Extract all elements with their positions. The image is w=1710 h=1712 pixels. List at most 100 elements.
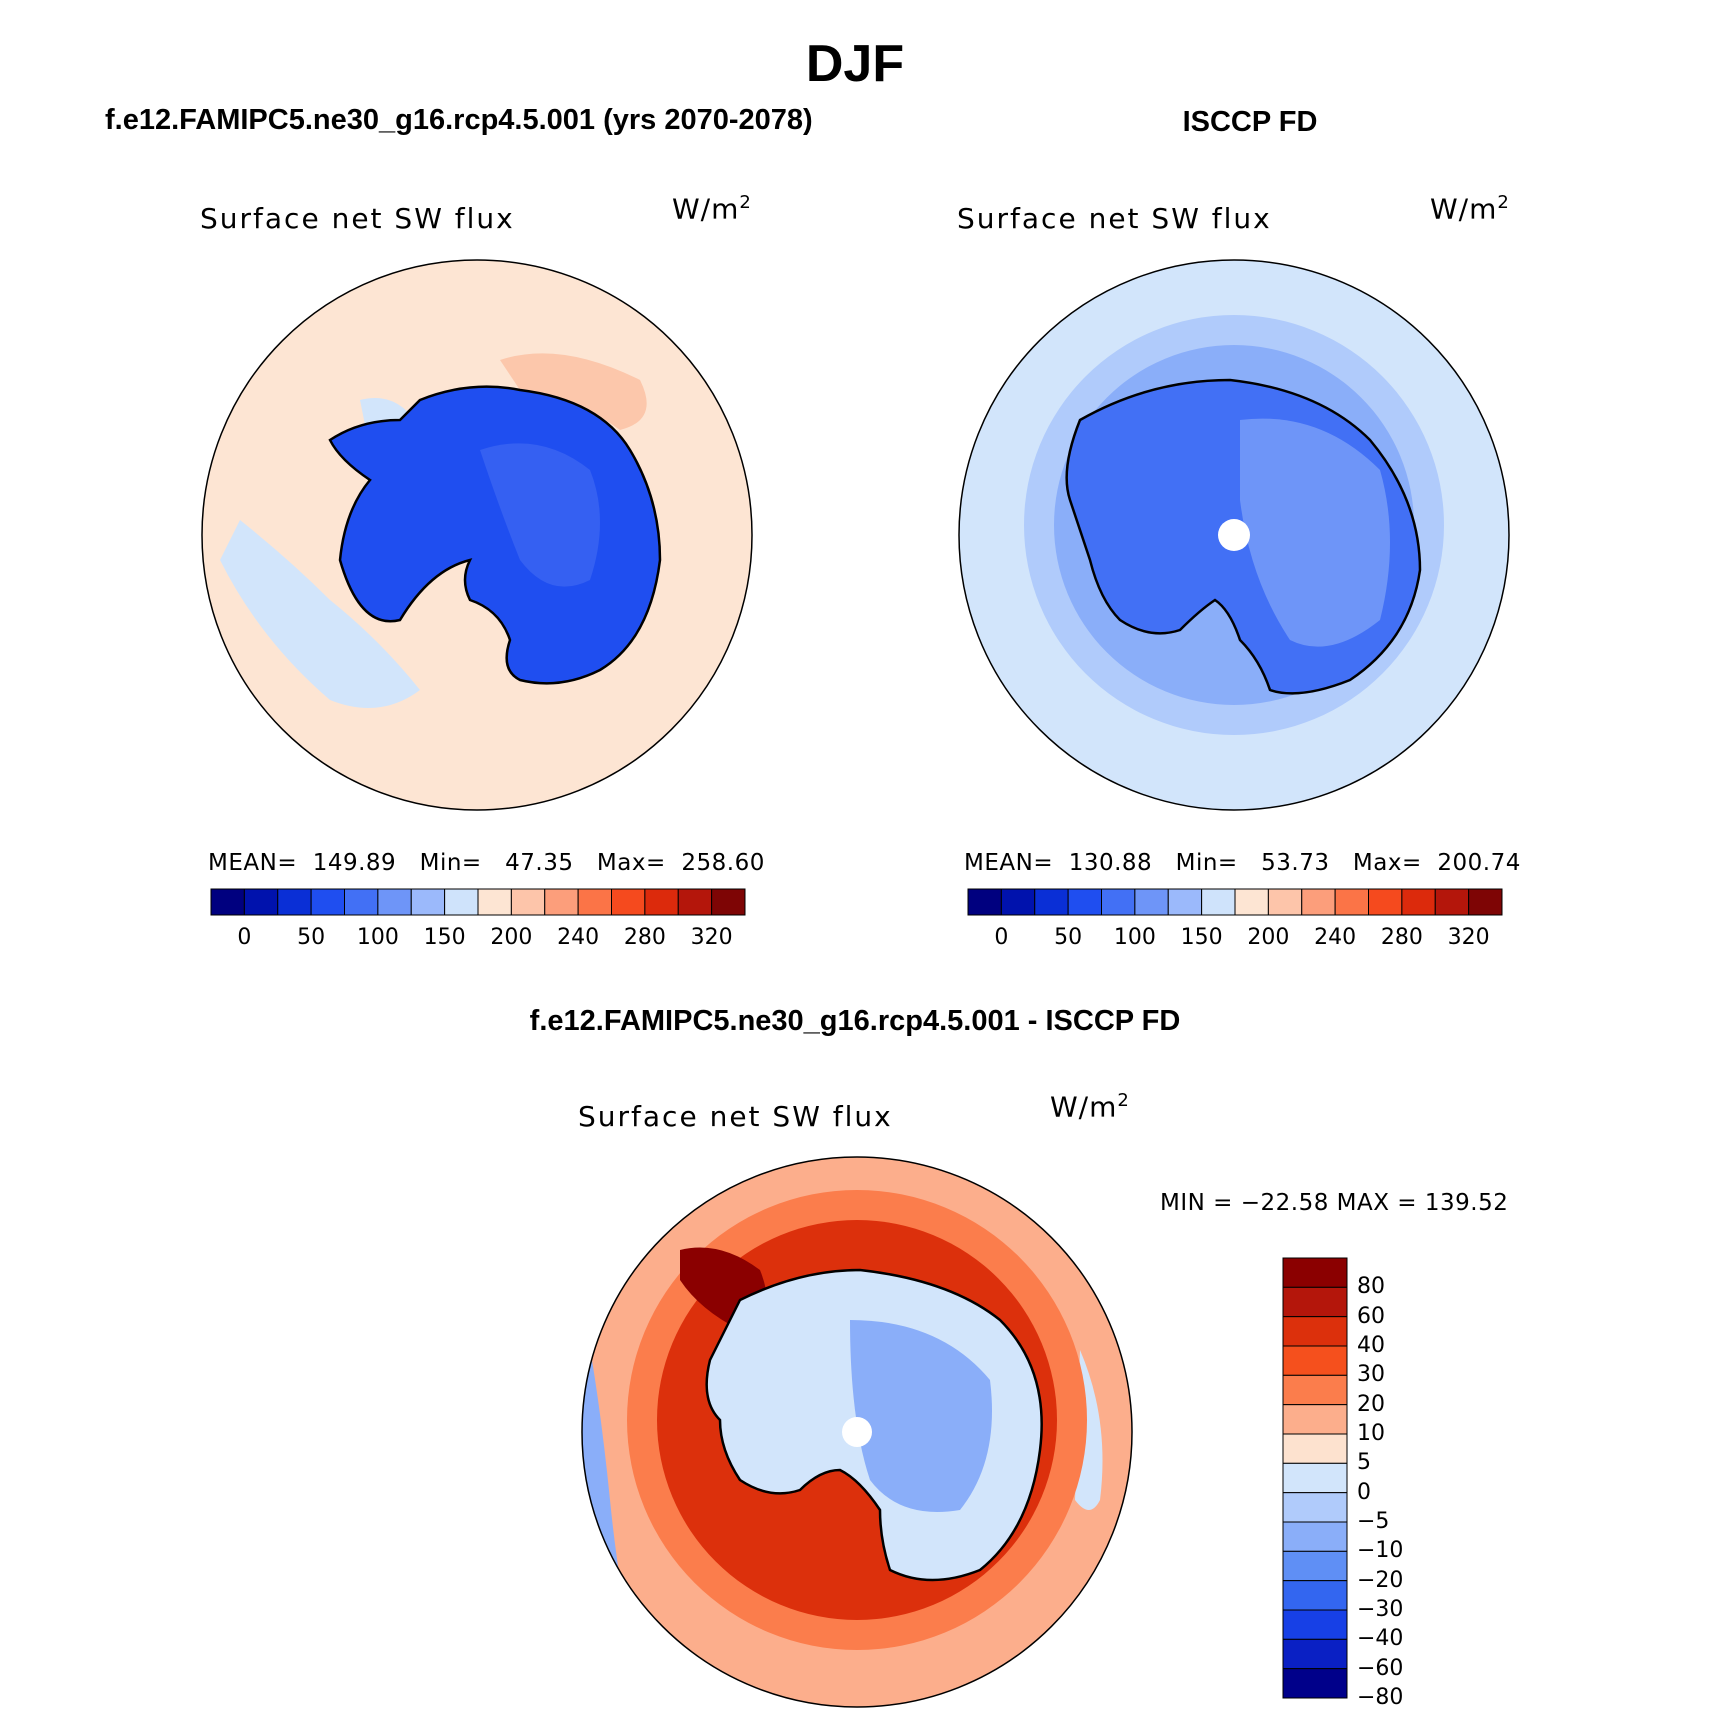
diff-colorbar-tick-label: −60 bbox=[1357, 1655, 1404, 1681]
diff-colorbar-tick-label: −10 bbox=[1357, 1538, 1404, 1564]
diff-colorbar-tick-label: 60 bbox=[1357, 1303, 1385, 1329]
diff-colorbar bbox=[1282, 1257, 1348, 1699]
diff-colorbar-swatch bbox=[1282, 1404, 1348, 1435]
obs-colorbar-tick-label: 0 bbox=[994, 925, 1009, 950]
model-colorbar-swatch bbox=[677, 888, 713, 916]
obs-colorbar-tick-label: 200 bbox=[1247, 925, 1290, 950]
model-colorbar-swatch bbox=[577, 888, 612, 916]
diff-colorbar-tick-label: 40 bbox=[1357, 1333, 1385, 1358]
diff-colorbar-swatch bbox=[1282, 1668, 1348, 1699]
model-map bbox=[202, 260, 752, 810]
diff-colorbar-tick-label: 20 bbox=[1357, 1391, 1385, 1417]
model-colorbar-swatch bbox=[510, 888, 546, 916]
diff-panel-title: f.e12.FAMIPC5.ne30_g16.rcp4.5.001 - ISCC… bbox=[529, 1005, 1181, 1037]
obs-variable-label: Surface net SW flux bbox=[957, 202, 1272, 235]
model-colorbar-swatch bbox=[243, 888, 279, 916]
diff-colorbar-swatch bbox=[1282, 1257, 1348, 1288]
diff-center-low bbox=[850, 1320, 992, 1512]
model-colorbar-swatch bbox=[344, 888, 379, 916]
model-colorbar bbox=[210, 888, 746, 916]
main-title: DJF bbox=[805, 35, 905, 93]
model-colorbar-swatch bbox=[277, 888, 312, 916]
obs-colorbar-swatch bbox=[967, 888, 1002, 916]
diff-colorbar-swatch bbox=[1282, 1286, 1348, 1318]
model-warm-patch bbox=[500, 353, 647, 430]
diff-colorbar-swatch bbox=[1282, 1462, 1348, 1494]
model-colorbar-tick-label: 240 bbox=[557, 925, 600, 950]
diff-colorbar-tick-label: 0 bbox=[1357, 1479, 1371, 1505]
obs-colorbar-swatch bbox=[1167, 888, 1203, 916]
diff-colorbar-tick-label: −30 bbox=[1357, 1597, 1404, 1622]
diff-colorbar-tick-label: −20 bbox=[1357, 1567, 1404, 1593]
diff-colorbar-tick-label: −5 bbox=[1357, 1509, 1390, 1534]
obs-colorbar-tick-label: 320 bbox=[1447, 925, 1490, 950]
obs-colorbar-swatch bbox=[1201, 888, 1236, 916]
obs-pole-mask bbox=[1218, 519, 1250, 551]
obs-colorbar-tick-label: 240 bbox=[1314, 925, 1357, 950]
obs-unit-label: W/m2 bbox=[1430, 192, 1510, 226]
model-colorbar-swatch bbox=[210, 888, 245, 916]
diff-colorbar-tick-label: −80 bbox=[1357, 1685, 1404, 1710]
model-colorbar-swatch bbox=[644, 888, 679, 916]
model-panel-title: f.e12.FAMIPC5.ne30_g16.rcp4.5.001 (yrs 2… bbox=[105, 104, 813, 136]
model-colorbar-swatch bbox=[377, 888, 412, 916]
model-map-border bbox=[201, 259, 753, 811]
model-ice-inner bbox=[480, 443, 600, 587]
obs-colorbar-tick-label: 150 bbox=[1180, 925, 1223, 950]
model-colorbar-tick-label: 280 bbox=[623, 925, 666, 950]
model-variable-label: Surface net SW flux bbox=[200, 202, 515, 235]
obs-map-border bbox=[958, 259, 1510, 811]
diff-pole-mask bbox=[842, 1417, 872, 1447]
model-colorbar-swatch bbox=[310, 888, 345, 916]
diff-colorbar-swatch bbox=[1282, 1550, 1348, 1582]
obs-colorbar-swatch bbox=[1000, 888, 1036, 916]
diff-colorbar-swatch bbox=[1282, 1638, 1348, 1670]
obs-colorbar-swatch bbox=[1334, 888, 1369, 916]
model-low-region bbox=[220, 520, 420, 708]
model-colorbar-tick-label: 50 bbox=[297, 925, 326, 950]
model-colorbar-swatch bbox=[410, 888, 446, 916]
diff-unit-label: W/m2 bbox=[1050, 1090, 1130, 1124]
obs-colorbar-swatch bbox=[1101, 888, 1136, 916]
diff-colorbar-swatch bbox=[1282, 1345, 1348, 1376]
diff-map-border bbox=[581, 1156, 1133, 1708]
obs-colorbar bbox=[967, 888, 1503, 916]
model-colorbar-swatch bbox=[544, 888, 579, 916]
obs-panel-title: ISCCP FD bbox=[1182, 106, 1318, 138]
model-colorbar-swatch bbox=[711, 888, 746, 916]
model-colorbar-tick-label: 200 bbox=[490, 925, 533, 950]
diff-colorbar-swatch bbox=[1282, 1492, 1348, 1523]
obs-stats: MEAN= 130.88 Min= 53.73 Max= 200.74 bbox=[964, 850, 1521, 876]
model-colorbar-tick-label: 100 bbox=[356, 925, 399, 950]
model-colorbar-tick-label: 0 bbox=[237, 925, 252, 950]
obs-map bbox=[959, 260, 1509, 810]
model-colorbar-swatch bbox=[444, 888, 479, 916]
diff-colorbar-tick-label: 5 bbox=[1357, 1450, 1371, 1476]
obs-colorbar-tick-label: 50 bbox=[1054, 925, 1083, 950]
diff-map bbox=[582, 1157, 1132, 1707]
obs-ice-inner bbox=[1240, 418, 1390, 647]
obs-colorbar-swatch bbox=[1468, 888, 1503, 916]
diff-colorbar-swatch bbox=[1282, 1580, 1348, 1611]
diff-colorbar-tick-label: 10 bbox=[1357, 1421, 1385, 1446]
model-colorbar-swatch bbox=[477, 888, 512, 916]
model-stats: MEAN= 149.89 Min= 47.35 Max= 258.60 bbox=[208, 850, 765, 876]
model-colorbar-tick-label: 320 bbox=[690, 925, 733, 950]
diff-colorbar-swatch bbox=[1282, 1609, 1348, 1640]
diff-variable-label: Surface net SW flux bbox=[578, 1100, 893, 1133]
diff-colorbar-swatch bbox=[1282, 1433, 1348, 1464]
diff-stats: MIN = −22.58 MAX = 139.52 bbox=[1160, 1190, 1509, 1216]
obs-colorbar-swatch bbox=[1434, 888, 1470, 916]
diff-colorbar-swatch bbox=[1282, 1316, 1348, 1347]
obs-colorbar-swatch bbox=[1234, 888, 1269, 916]
model-antarctica-field bbox=[328, 385, 662, 685]
obs-colorbar-swatch bbox=[1401, 888, 1436, 916]
obs-colorbar-tick-label: 280 bbox=[1380, 925, 1423, 950]
diff-colorbar-swatch bbox=[1282, 1374, 1348, 1406]
diff-colorbar-tick-label: 30 bbox=[1357, 1362, 1385, 1388]
obs-warm-region-2 bbox=[959, 300, 993, 403]
obs-colorbar-swatch bbox=[1368, 888, 1403, 916]
diff-colorbar-tick-label: −40 bbox=[1357, 1626, 1404, 1652]
obs-colorbar-swatch bbox=[1301, 888, 1336, 916]
